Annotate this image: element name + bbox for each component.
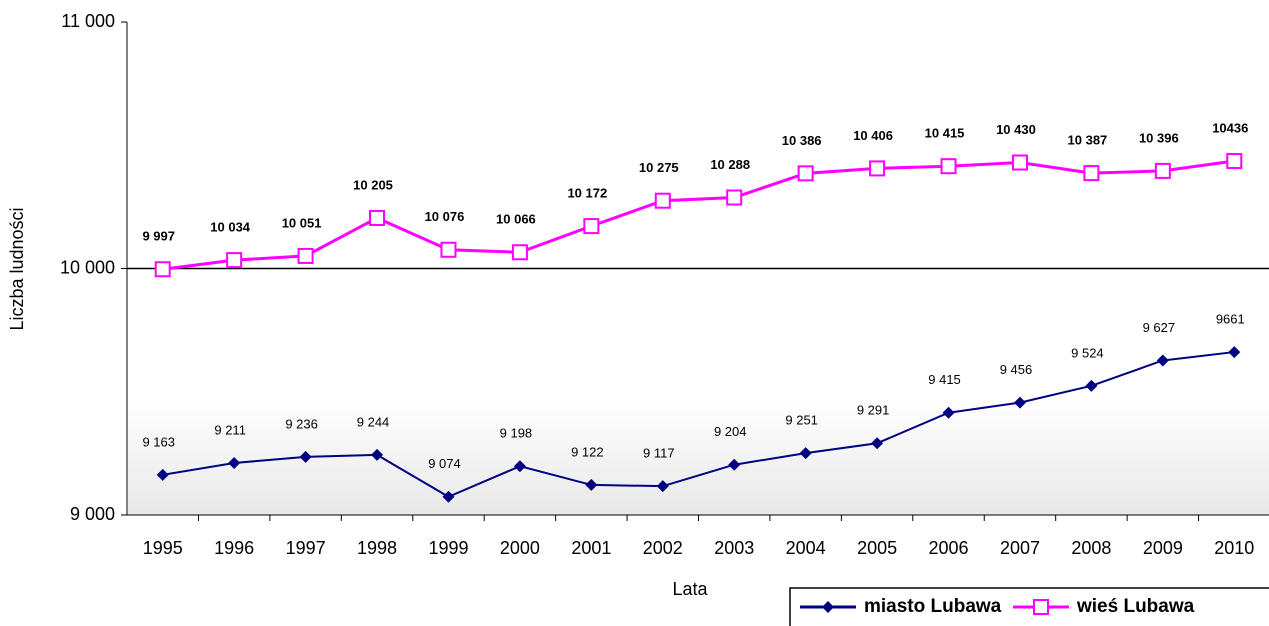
x-tick-label: 2010	[1214, 538, 1254, 558]
marker	[226, 252, 243, 269]
marker	[583, 218, 600, 235]
marker	[440, 241, 457, 258]
marker	[369, 209, 386, 226]
marker	[728, 458, 741, 471]
x-tick-label: 1997	[286, 538, 326, 558]
marker	[156, 468, 169, 481]
value-label: 10 172	[567, 186, 607, 201]
series-line	[162, 159, 1235, 271]
value-label: 9 997	[142, 229, 175, 244]
x-tick-label: 2007	[1000, 538, 1040, 558]
value-label: 10 415	[925, 126, 965, 141]
value-label: 10 386	[782, 133, 822, 148]
marker	[1228, 346, 1241, 359]
legend-label: wieś Lubawa	[1076, 596, 1195, 617]
x-tick-label: 2001	[571, 538, 611, 558]
marker	[1033, 599, 1049, 615]
marker	[654, 192, 671, 209]
value-label: 9 627	[1143, 320, 1176, 335]
x-tick-label: 2005	[857, 538, 897, 558]
marker	[656, 480, 669, 493]
value-label: 9 211	[214, 422, 246, 437]
value-label: 10 396	[1139, 130, 1179, 145]
x-tick-label: 2009	[1143, 538, 1183, 558]
marker	[228, 456, 241, 469]
value-label: 9661	[1216, 312, 1245, 327]
value-label: 10 051	[282, 215, 322, 230]
x-tick-label: 2002	[643, 538, 683, 558]
marker	[940, 158, 957, 175]
marker	[297, 247, 314, 264]
plot-shading	[128, 400, 1269, 515]
value-label: 10 430	[996, 122, 1036, 137]
value-label: 10 288	[710, 157, 750, 172]
marker	[797, 165, 814, 182]
x-tick-label: 2006	[929, 538, 969, 558]
value-label: 9 415	[928, 372, 961, 387]
x-tick-label: 2000	[500, 538, 540, 558]
marker	[869, 160, 886, 177]
marker	[726, 189, 743, 206]
x-tick-label: 2003	[714, 538, 754, 558]
marker	[1011, 154, 1028, 171]
x-tick-label: 2008	[1071, 538, 1111, 558]
marker	[1085, 379, 1098, 392]
marker	[871, 437, 884, 450]
marker	[799, 447, 812, 460]
value-label: 10 406	[853, 128, 893, 143]
value-label: 9 251	[785, 413, 818, 428]
value-label: 10 275	[639, 160, 679, 175]
marker	[299, 450, 312, 463]
legend-label: miasto Lubawa	[864, 596, 1002, 617]
value-label: 9 117	[643, 446, 675, 461]
x-tick-label: 1996	[214, 538, 254, 558]
marker	[822, 601, 834, 613]
marker	[154, 261, 171, 278]
value-label: 9 204	[714, 424, 747, 439]
marker	[942, 406, 955, 419]
value-label: 10436	[1212, 120, 1248, 135]
value-label: 10 387	[1068, 133, 1108, 148]
marker	[585, 478, 598, 491]
y-tick-label: 10 000	[60, 257, 115, 277]
value-label: 9 244	[357, 414, 390, 429]
value-label: 9 524	[1071, 345, 1104, 360]
x-tick-label: 2004	[786, 538, 826, 558]
marker	[1154, 162, 1171, 179]
marker	[442, 490, 455, 503]
y-tick-label: 11 000	[61, 11, 115, 31]
series-line	[162, 351, 1235, 498]
marker	[1156, 354, 1169, 367]
value-label: 10 205	[353, 177, 393, 192]
marker	[371, 448, 384, 461]
value-label: 9 074	[428, 456, 461, 471]
x-tick-label: 1998	[357, 538, 397, 558]
value-label: 10 066	[496, 212, 536, 227]
marker	[1226, 153, 1243, 170]
value-label: 9 198	[500, 426, 533, 441]
marker	[1013, 396, 1026, 409]
value-label: 9 122	[571, 444, 604, 459]
x-axis-title: Lata	[672, 579, 708, 599]
value-label: 9 163	[142, 434, 175, 449]
value-label: 9 291	[857, 403, 890, 418]
value-label: 9 236	[285, 416, 318, 431]
value-label: 10 076	[425, 209, 465, 224]
marker	[511, 244, 528, 261]
x-tick-label: 1995	[143, 538, 183, 558]
value-label: 10 034	[210, 220, 251, 235]
x-tick-label: 1999	[428, 538, 468, 558]
y-axis-title: Liczba ludności	[7, 207, 27, 330]
value-label: 9 456	[1000, 362, 1033, 377]
y-tick-label: 9 000	[70, 504, 115, 524]
marker	[513, 460, 526, 473]
marker	[1083, 165, 1100, 182]
